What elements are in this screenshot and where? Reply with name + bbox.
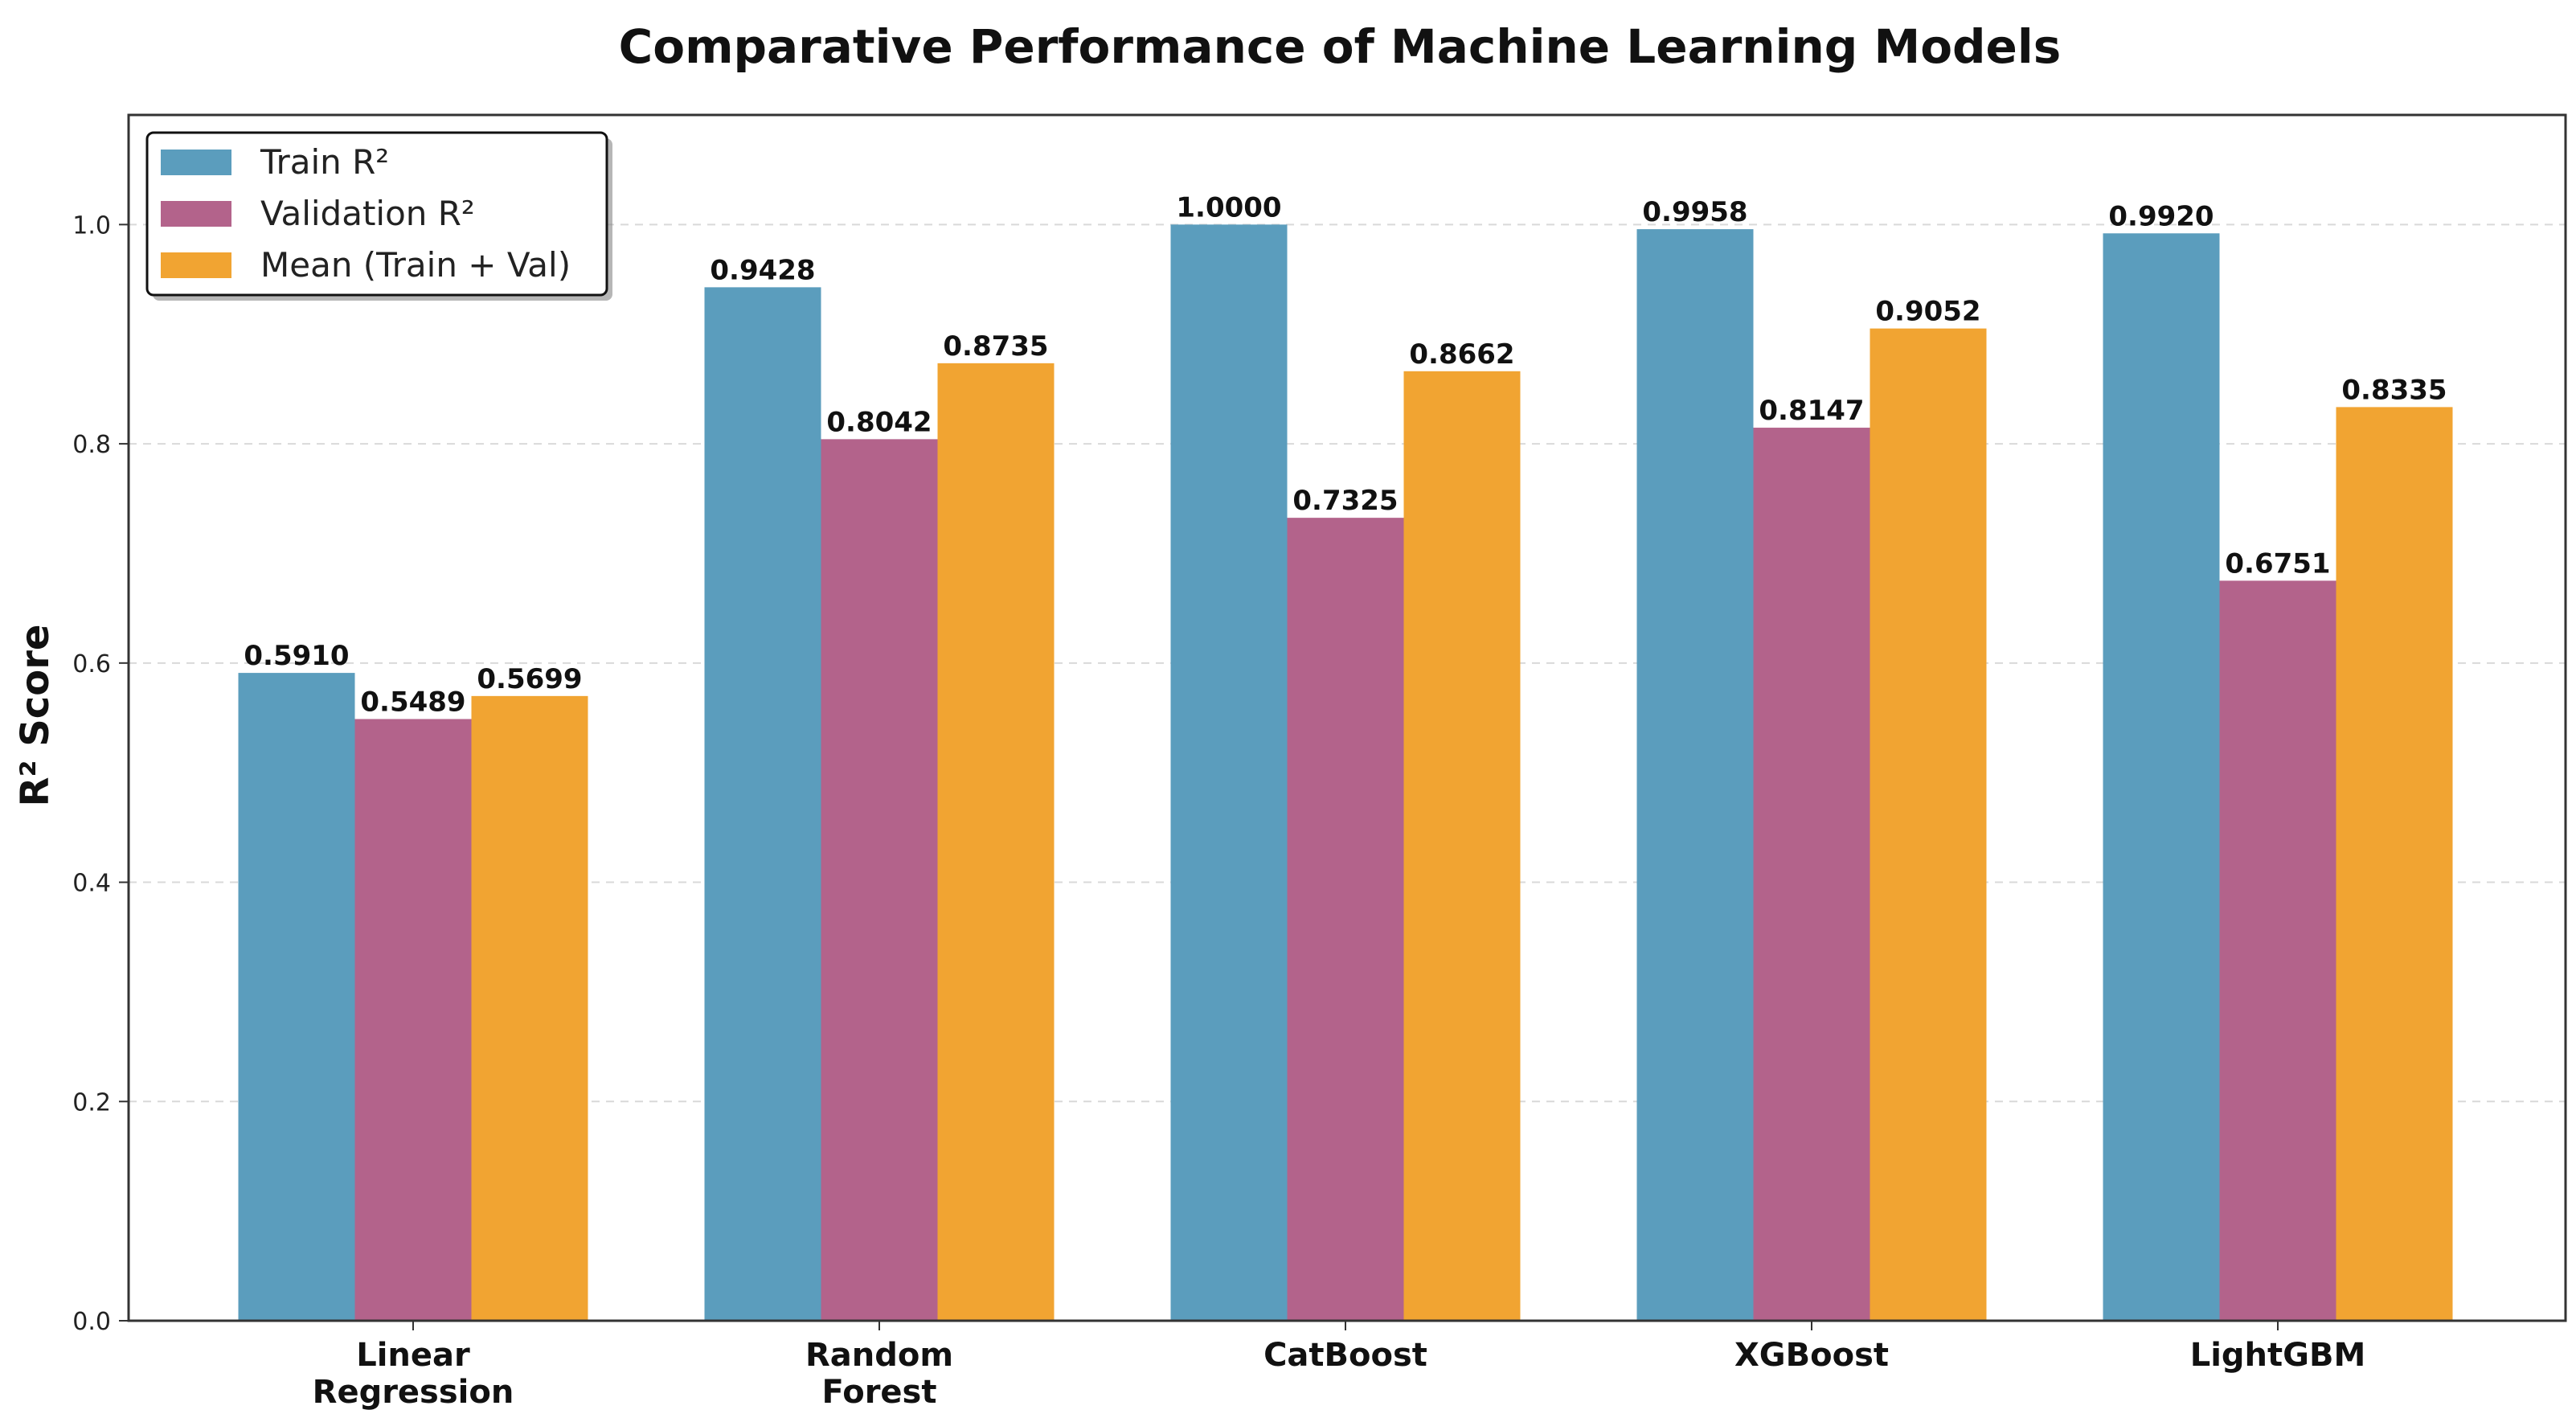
bar (2219, 580, 2336, 1321)
value-label: 0.9920 (2108, 200, 2214, 232)
bar (354, 719, 472, 1321)
y-tick-label: 0.2 (72, 1088, 111, 1117)
bars (238, 224, 2453, 1322)
x-tick-label: Regression (313, 1374, 514, 1411)
legend-label-validation: Validation R² (260, 194, 475, 233)
legend-swatch-validation (161, 201, 231, 227)
bar (1287, 518, 1404, 1321)
y-tick-label: 0.4 (72, 870, 111, 898)
plot-frame (127, 113, 2567, 1322)
value-label: 0.5699 (477, 663, 582, 695)
value-label: 0.9958 (1642, 196, 1747, 228)
bar (2336, 407, 2453, 1322)
y-tick-label: 1.0 (72, 211, 111, 240)
legend: Train R² Validation R² Mean (Train + Val… (145, 131, 612, 301)
value-label: 0.8335 (2341, 374, 2447, 406)
bar (1403, 371, 1521, 1322)
value-label: 0.8147 (1759, 395, 1864, 427)
bar (238, 673, 355, 1321)
legend-label-train: Train R² (260, 142, 389, 182)
x-tick-label: Linear (356, 1337, 470, 1374)
x-tick-label: LightGBM (2190, 1337, 2366, 1374)
legend-swatch-train (161, 150, 231, 175)
y-tick-label: 0.8 (72, 431, 111, 459)
legend-label-mean: Mean (Train + Val) (260, 245, 571, 285)
value-label: 0.8735 (943, 330, 1048, 363)
x-tick-label: XGBoost (1734, 1337, 1889, 1374)
value-label: 0.9428 (710, 254, 815, 286)
value-label: 0.7325 (1292, 485, 1398, 517)
bar (1636, 229, 1754, 1321)
bar (937, 363, 1055, 1321)
bar (471, 695, 588, 1321)
value-label: 0.5489 (360, 686, 465, 719)
value-labels: 0.5910 0.5489 0.5699 0.9428 0.8042 0.8735 1.00… (244, 191, 2447, 718)
bar (821, 439, 938, 1321)
x-tick-label: Forest (822, 1374, 937, 1411)
y-tick-label: 0.6 (72, 650, 111, 678)
value-label: 0.8662 (1409, 338, 1514, 371)
y-tick-label: 0.0 (72, 1308, 111, 1336)
bar (1753, 428, 1870, 1322)
value-label: 0.8042 (826, 406, 932, 438)
value-label: 0.9052 (1875, 296, 1980, 328)
legend-box (145, 131, 608, 297)
legend-swatch-mean (161, 252, 231, 278)
value-label: 1.0000 (1176, 191, 1281, 223)
x-tick-label: Random (805, 1337, 953, 1374)
bar (1170, 224, 1288, 1321)
bar (704, 287, 821, 1321)
bar (2103, 233, 2220, 1322)
chart-title: Comparative Performance of Machine Learn… (619, 19, 2062, 74)
x-tick-label: CatBoost (1263, 1337, 1427, 1374)
value-label: 0.5910 (244, 640, 349, 672)
value-label: 0.6751 (2225, 547, 2330, 580)
y-axis-label: R² Score (13, 625, 58, 807)
bar (1870, 328, 1987, 1321)
